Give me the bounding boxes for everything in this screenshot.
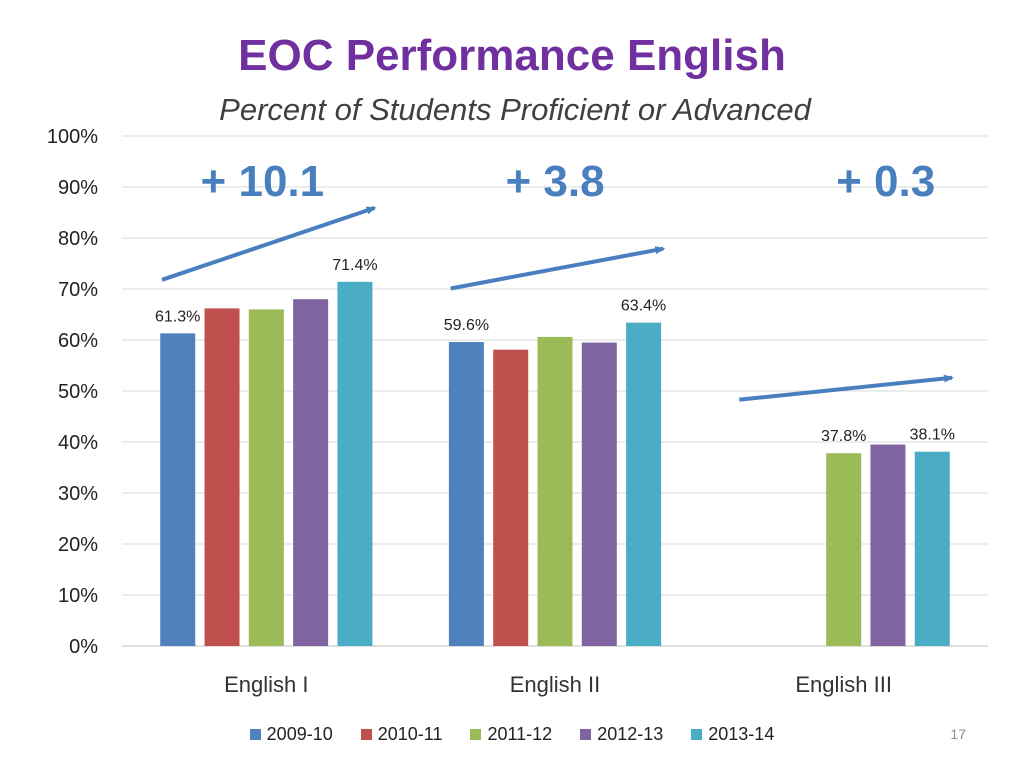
x-category-label: English I	[224, 672, 308, 697]
data-label: 38.1%	[910, 427, 955, 444]
y-tick-label: 40%	[58, 432, 98, 454]
legend-item: 2011-12	[470, 724, 552, 745]
y-tick-label: 10%	[58, 585, 98, 607]
y-tick-label: 0%	[69, 636, 98, 658]
bar-2012-13-english-i	[293, 299, 329, 646]
bar-2011-12-english-ii	[537, 336, 573, 646]
chart-title: EOC Performance English	[238, 31, 786, 80]
trend-arrow	[450, 246, 666, 291]
bar-2010-11-english-ii	[493, 349, 529, 646]
y-tick-label: 50%	[58, 381, 98, 403]
y-tick-label: 80%	[58, 228, 98, 250]
legend-item: 2009-10	[249, 723, 333, 745]
chart-subtitle: Percent of Students Proficient or Advanc…	[219, 92, 811, 127]
y-tick-label: 70%	[58, 279, 98, 301]
legend-item: 2013-14	[691, 724, 774, 745]
y-tick-label: 60%	[58, 330, 98, 352]
trend-arrow	[739, 374, 954, 402]
legend-item: 2010-11	[360, 723, 443, 745]
gain-label: + 10.1	[201, 157, 325, 206]
legend-swatch	[691, 728, 703, 740]
y-tick-label: 20%	[58, 534, 98, 556]
y-axis-ticks: 0% 10% 20% 30% 40% 50% 60% 70% 80% 90% 100%	[47, 126, 98, 658]
x-axis-categories: English I English II English III	[224, 672, 892, 697]
bar-2013-14-english-ii	[626, 322, 662, 646]
bar-2011-12-english-iii	[826, 453, 862, 646]
legend-label: 2010-11	[377, 723, 443, 744]
y-tick-label: 100%	[47, 126, 98, 148]
data-label: 37.8%	[821, 428, 866, 445]
bar-2012-13-english-iii	[870, 444, 906, 646]
bar-2013-14-english-iii	[914, 451, 950, 646]
bar-2012-13-english-ii	[581, 342, 617, 646]
x-category-label: English III	[795, 672, 892, 697]
legend-label: 2012-13	[597, 723, 664, 744]
data-labels: 61.3% 71.4% 59.6% 63.4% 37.8% 38.1%	[155, 257, 955, 445]
y-tick-label: 30%	[58, 483, 98, 505]
x-category-label: English II	[510, 672, 601, 697]
data-label: 71.4%	[332, 257, 377, 274]
bar-2009-10-english-i	[160, 333, 196, 646]
data-label: 63.4%	[621, 298, 666, 315]
bars	[160, 281, 950, 646]
gain-label: + 0.3	[836, 157, 935, 206]
data-label: 61.3%	[155, 308, 200, 325]
bar-2013-14-english-i	[337, 281, 373, 646]
trend-arrow	[161, 206, 377, 282]
page-number: 17	[950, 726, 966, 742]
legend: 2009-10 2010-11 2011-12 2012-13 2013-14	[0, 722, 1024, 746]
legend-swatch	[470, 728, 482, 740]
legend-label: 2011-12	[487, 723, 553, 744]
y-tick-label: 90%	[58, 177, 98, 199]
legend-label: 2013-14	[708, 723, 775, 744]
data-label: 59.6%	[444, 317, 489, 334]
gain-label: + 3.8	[505, 157, 604, 206]
legend-swatch	[360, 728, 372, 740]
bar-2010-11-english-i	[204, 308, 240, 646]
legend-swatch	[249, 728, 261, 740]
legend-swatch	[580, 728, 592, 740]
legend-label: 2009-10	[266, 723, 333, 744]
gain-labels: + 10.1 + 3.8 + 0.3	[201, 157, 936, 206]
trend-arrows	[161, 206, 954, 402]
bar-2009-10-english-ii	[448, 342, 484, 646]
bar-2011-12-english-i	[248, 309, 284, 646]
legend-item: 2012-13	[580, 724, 663, 745]
